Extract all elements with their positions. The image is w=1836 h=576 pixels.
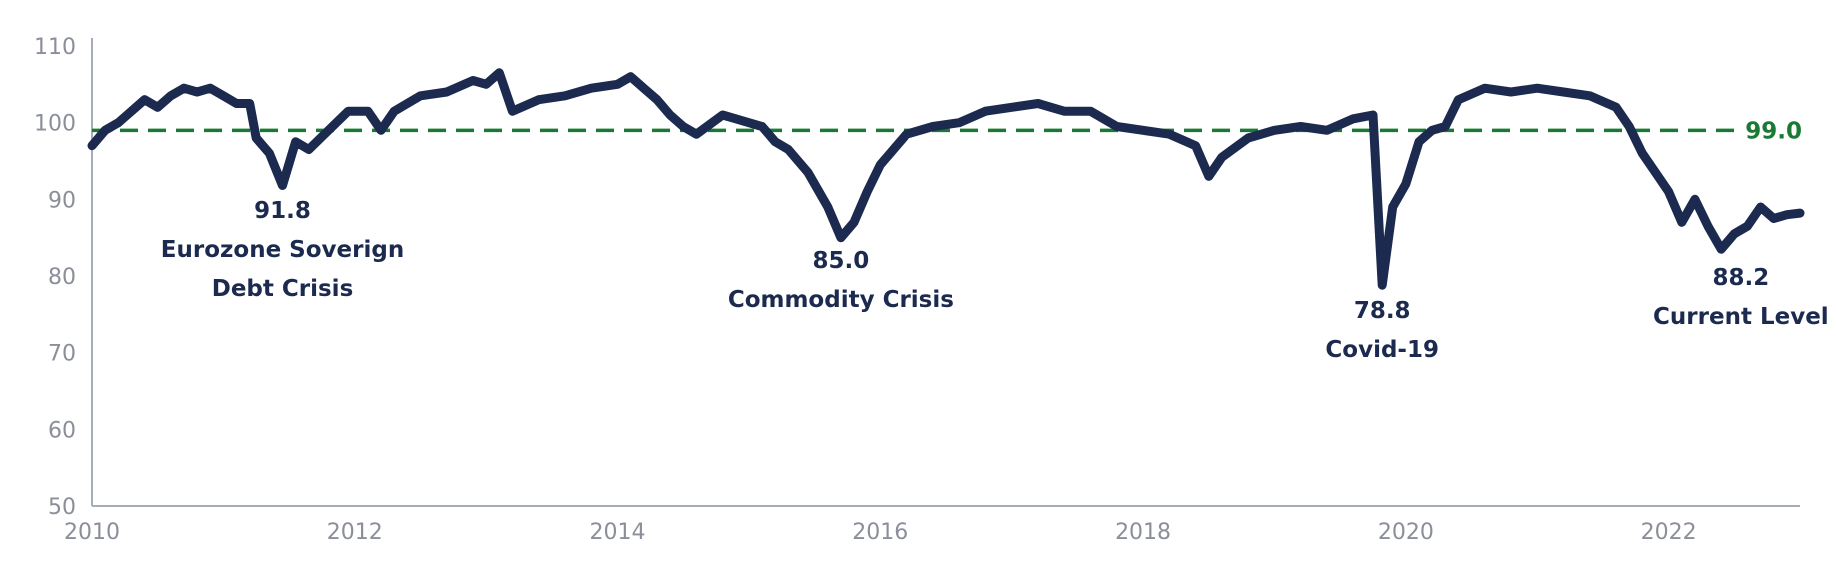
annotation-label: Commodity Crisis (728, 287, 954, 313)
y-tick-label: 50 (48, 495, 76, 520)
annotation-value: 78.8 (1354, 298, 1411, 324)
annotations: 91.8 Eurozone Soverign Debt Crisis 85.0 Comm… (161, 198, 1829, 363)
y-axis-ticks: 50 60 70 80 90 100 110 (34, 35, 76, 520)
series-line (87, 68, 1805, 290)
x-axis-ticks: 2010 2012 2014 2016 2018 2020 2022 (64, 520, 1697, 545)
reference-line-label: 99.0 (1745, 118, 1802, 144)
x-tick-label: 2020 (1378, 520, 1434, 545)
x-tick-label: 2016 (852, 520, 908, 545)
y-tick-label: 90 (48, 188, 76, 213)
annotation-value: 91.8 (254, 198, 311, 224)
y-tick-label: 100 (34, 112, 76, 137)
annotation-label: Eurozone Soverign (161, 237, 404, 263)
annotation-label: Covid-19 (1325, 337, 1439, 363)
x-tick-label: 2014 (590, 520, 646, 545)
x-tick-label: 2018 (1115, 520, 1171, 545)
annotation-label: Debt Crisis (212, 276, 354, 302)
x-tick-label: 2012 (327, 520, 383, 545)
x-tick-label: 2022 (1641, 520, 1697, 545)
y-tick-label: 70 (48, 342, 76, 367)
y-tick-label: 80 (48, 265, 76, 290)
y-tick-label: 60 (48, 418, 76, 443)
annotation-value: 85.0 (813, 248, 870, 274)
x-tick-label: 2010 (64, 520, 120, 545)
y-tick-label: 110 (34, 35, 76, 60)
annotation-value: 88.2 (1713, 265, 1770, 291)
annotation-label: Current Level (1653, 304, 1829, 330)
